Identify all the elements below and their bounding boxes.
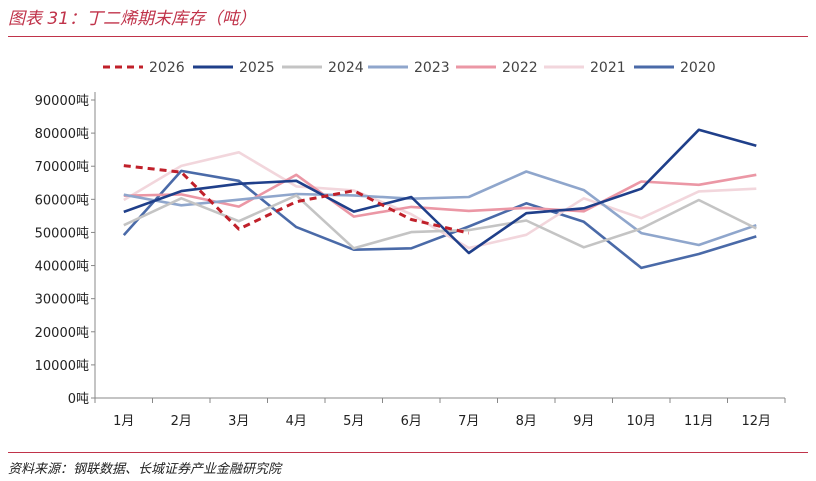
legend-label-2025: 2025 [239,60,275,76]
legend-label-2024: 2024 [328,60,364,76]
x-tick-label: 5月 [343,414,364,429]
legend-label-2026: 2026 [149,60,185,76]
y-tick-label: 10000吨 [35,359,89,374]
x-tick-label: 7月 [458,414,479,429]
x-tick-label: 11月 [684,414,714,429]
x-tick-label: 10月 [626,414,656,429]
title-divider [8,36,808,37]
series-line-2026 [123,164,470,235]
y-axis: 0吨 10000吨 20000吨 30000吨 40000吨 50000吨 60000吨 70… [35,92,96,407]
legend-label-2022: 2022 [502,60,538,76]
y-tick-label: 50000吨 [35,226,89,241]
source-divider [8,452,808,453]
y-tick-label: 70000吨 [35,160,89,175]
legend-label-2020: 2020 [680,60,716,76]
x-tick-label: 3月 [228,414,249,429]
x-tick-label: 2月 [171,414,192,429]
legend: 2026 2025 2024 2023 2022 2021 2020 [103,60,716,76]
y-tick-label: 30000吨 [35,293,89,308]
x-tick-label: 6月 [401,414,422,429]
series-lines [122,128,757,270]
y-tick-label: 80000吨 [35,127,89,142]
y-tick-label: 0吨 [68,392,89,407]
series-line-2023 [123,170,757,247]
line-chart: 2026 2025 2024 2023 2022 2021 2020 0吨 10000吨 200… [35,60,786,429]
series-line-2025 [123,128,757,255]
y-tick-label: 90000吨 [35,94,89,109]
series-line-2024 [123,194,757,250]
x-tick-label: 8月 [516,414,537,429]
figure-title: 图表 31：丁二烯期末库存（吨） [8,9,257,29]
x-axis: 1月 2月 3月 4月 5月 6月 7月 8月 9月 10月 11月 12月 [94,397,786,429]
legend-label-2021: 2021 [590,60,626,76]
source-note: 资料来源：钢联数据、长城证券产业金融研究院 [8,462,282,477]
legend-label-2023: 2023 [414,60,450,76]
x-tick-label: 1月 [113,414,134,429]
y-tick-label: 60000吨 [35,193,89,208]
x-tick-label: 4月 [286,414,307,429]
y-tick-label: 40000吨 [35,260,89,275]
x-tick-label: 12月 [741,414,771,429]
series-line-2022 [123,173,757,218]
series-line-2020 [122,169,757,270]
y-tick-label: 20000吨 [35,326,89,341]
x-tick-label: 9月 [573,414,594,429]
